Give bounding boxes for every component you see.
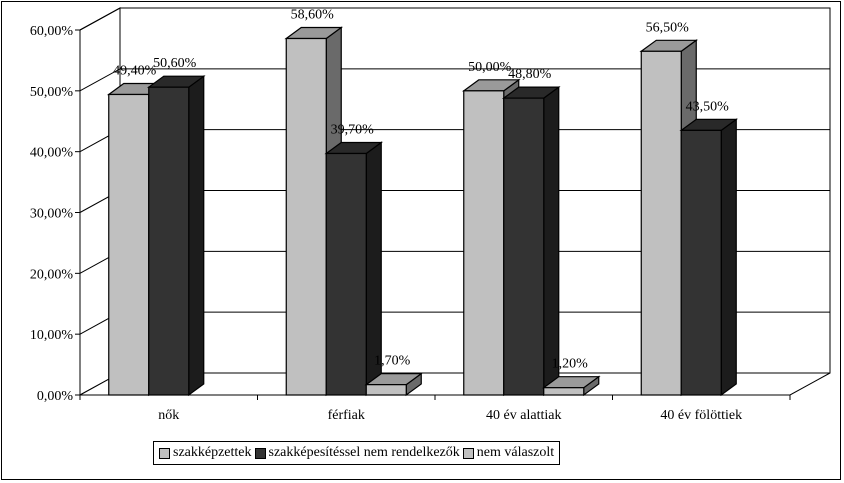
axes: 0,00% 10,00% 20,00% 30,00% 40,00% 50,00% 60,00… — [30, 24, 791, 423]
gridline — [79, 7, 830, 31]
bar-front — [543, 387, 585, 396]
data-label: 50,00% — [468, 60, 512, 75]
legend-item: szakképzettek — [159, 445, 252, 461]
data-label: 1,20% — [552, 357, 589, 372]
bar-front — [108, 93, 150, 396]
legend-swatch — [254, 447, 266, 459]
bar — [501, 85, 561, 397]
data-label: 58,60% — [291, 8, 335, 23]
bar-front — [325, 152, 367, 396]
bar — [679, 118, 739, 397]
legend-item: nem válaszolt — [462, 445, 555, 461]
y-tick-label: 30,00% — [30, 207, 74, 222]
bar — [146, 74, 206, 397]
bar — [541, 375, 601, 397]
legend-label: szakképesítéssel nem rendelkezők — [268, 445, 460, 460]
bars — [106, 26, 739, 397]
bar — [324, 141, 384, 397]
gridline — [79, 68, 830, 92]
y-tick-label: 10,00% — [30, 328, 74, 343]
legend-item: szakképesítéssel nem rendelkezők — [254, 445, 460, 461]
bar-side — [188, 74, 205, 397]
bar-front — [463, 90, 505, 396]
legend-label: szakképzettek — [173, 445, 252, 460]
data-labels: 49,40%50,60% 58,60% 39,70% 1,70% 50,00%48,80… — [113, 8, 729, 372]
bar-side — [720, 118, 737, 397]
data-label: 50,60% — [153, 56, 197, 71]
data-label: 39,70% — [331, 122, 375, 137]
bar-front — [148, 86, 190, 396]
x-tick-label: férfiak — [328, 408, 365, 423]
y-tick-label: 40,00% — [30, 146, 74, 161]
y-tick-label: 60,00% — [30, 24, 74, 39]
bar-front — [365, 384, 407, 396]
x-tick-label: nők — [158, 408, 179, 423]
data-label: 56,50% — [646, 20, 690, 35]
bar-side — [543, 85, 560, 397]
legend: szakképzettek szakképesítéssel nem rendel… — [153, 441, 561, 465]
data-label: 49,40% — [113, 63, 157, 78]
bar-front — [503, 97, 545, 396]
data-label: 43,50% — [686, 99, 730, 114]
x-tick-label: 40 év alattiak — [486, 408, 561, 423]
bar-front — [640, 50, 682, 396]
y-tick-label: 0,00% — [37, 389, 74, 404]
x-tick-label: 40 év fölöttiek — [660, 408, 742, 423]
y-tick-label: 50,00% — [30, 85, 74, 100]
bar-front — [285, 37, 327, 396]
bar-front — [680, 129, 722, 396]
bar — [364, 372, 424, 397]
data-label: 1,70% — [374, 354, 411, 369]
y-tick-label: 20,00% — [30, 267, 74, 282]
legend-swatch — [462, 447, 474, 459]
data-label: 48,80% — [508, 67, 552, 82]
legend-swatch — [159, 447, 170, 459]
legend-label: nem válaszolt — [476, 445, 555, 460]
